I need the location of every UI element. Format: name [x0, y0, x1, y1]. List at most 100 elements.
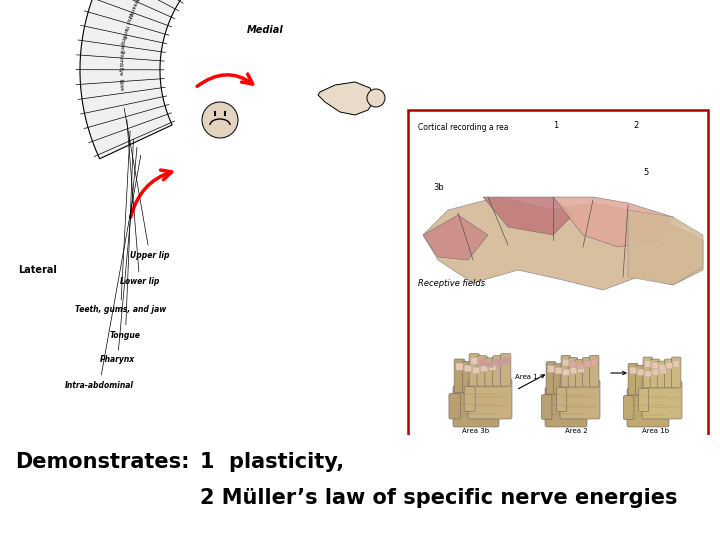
FancyBboxPatch shape [485, 358, 495, 386]
FancyBboxPatch shape [575, 360, 585, 387]
FancyBboxPatch shape [672, 357, 681, 388]
Text: Teeth, gums, and jaw: Teeth, gums, and jaw [75, 131, 166, 314]
FancyBboxPatch shape [453, 386, 499, 427]
FancyBboxPatch shape [471, 357, 477, 364]
Text: Receptive fields: Receptive fields [418, 279, 485, 287]
Text: Medial: Medial [247, 25, 284, 35]
FancyBboxPatch shape [557, 388, 567, 411]
FancyBboxPatch shape [643, 357, 652, 388]
Text: Area 1: Area 1 [515, 374, 537, 380]
FancyBboxPatch shape [584, 361, 590, 367]
FancyBboxPatch shape [577, 363, 583, 369]
FancyBboxPatch shape [492, 356, 503, 386]
Circle shape [202, 102, 238, 138]
FancyBboxPatch shape [563, 359, 569, 366]
FancyBboxPatch shape [546, 362, 556, 394]
FancyBboxPatch shape [570, 368, 577, 374]
FancyBboxPatch shape [665, 359, 674, 388]
FancyBboxPatch shape [673, 361, 679, 367]
Text: 1: 1 [553, 121, 558, 130]
FancyBboxPatch shape [541, 395, 552, 419]
FancyBboxPatch shape [464, 387, 475, 411]
FancyBboxPatch shape [630, 367, 636, 374]
Polygon shape [423, 215, 488, 260]
Polygon shape [553, 197, 673, 247]
FancyBboxPatch shape [627, 388, 669, 427]
Circle shape [367, 89, 385, 107]
FancyBboxPatch shape [454, 359, 465, 393]
Text: Eye: Eye [117, 67, 122, 76]
Text: Demonstrates:: Demonstrates: [15, 452, 189, 472]
Text: Cortical recording a rea: Cortical recording a rea [418, 124, 508, 132]
FancyBboxPatch shape [449, 394, 460, 419]
FancyBboxPatch shape [471, 363, 481, 393]
Text: 2 Müller’s law of specific nerve energies: 2 Müller’s law of specific nerve energie… [200, 488, 678, 508]
FancyBboxPatch shape [545, 387, 587, 427]
Text: Elbow: Elbow [132, 0, 144, 1]
FancyBboxPatch shape [479, 360, 485, 366]
FancyBboxPatch shape [660, 367, 666, 374]
Text: 3b: 3b [433, 183, 444, 192]
FancyBboxPatch shape [462, 361, 473, 393]
FancyBboxPatch shape [644, 371, 652, 377]
Text: Area 1b: Area 1b [642, 428, 670, 434]
FancyBboxPatch shape [582, 357, 592, 387]
Text: 2: 2 [633, 121, 638, 130]
Text: Area 3b: Area 3b [462, 428, 490, 434]
FancyBboxPatch shape [658, 363, 668, 395]
FancyBboxPatch shape [591, 359, 598, 366]
Polygon shape [483, 197, 573, 235]
FancyBboxPatch shape [481, 365, 488, 372]
Text: Forearm: Forearm [127, 0, 139, 16]
Text: Thumb: Thumb [117, 49, 124, 66]
Text: Area 2: Area 2 [564, 428, 588, 434]
FancyBboxPatch shape [570, 361, 576, 367]
FancyBboxPatch shape [577, 366, 584, 373]
FancyBboxPatch shape [487, 359, 498, 393]
Text: Intra-abdominal: Intra-abdominal [65, 155, 141, 389]
Bar [0, 435, 720, 540]
FancyBboxPatch shape [651, 366, 660, 395]
Text: 1  plasticity,: 1 plasticity, [200, 452, 344, 472]
Text: Hand: Hand [120, 24, 128, 38]
FancyBboxPatch shape [650, 359, 660, 388]
FancyBboxPatch shape [503, 357, 509, 364]
FancyBboxPatch shape [468, 379, 512, 419]
FancyBboxPatch shape [624, 395, 634, 420]
FancyBboxPatch shape [643, 368, 653, 395]
Text: Tongue: Tongue [110, 139, 141, 340]
FancyBboxPatch shape [500, 354, 511, 386]
FancyBboxPatch shape [628, 363, 638, 395]
Polygon shape [318, 82, 375, 115]
Bar [408, 110, 708, 445]
FancyBboxPatch shape [477, 356, 487, 386]
FancyBboxPatch shape [560, 380, 600, 419]
FancyBboxPatch shape [642, 381, 682, 419]
FancyBboxPatch shape [569, 364, 578, 394]
FancyBboxPatch shape [568, 357, 577, 387]
FancyBboxPatch shape [561, 366, 571, 394]
Text: Fingers: Fingers [118, 36, 126, 53]
Text: Upper lip: Upper lip [124, 108, 169, 260]
Polygon shape [80, 0, 279, 159]
FancyBboxPatch shape [554, 364, 564, 394]
Text: Lower lip: Lower lip [120, 120, 159, 287]
Text: Lateral: Lateral [18, 265, 57, 275]
FancyBboxPatch shape [639, 388, 649, 411]
FancyBboxPatch shape [469, 354, 480, 386]
FancyBboxPatch shape [659, 364, 665, 370]
FancyBboxPatch shape [456, 363, 463, 370]
FancyBboxPatch shape [576, 362, 586, 394]
Polygon shape [423, 197, 703, 290]
FancyBboxPatch shape [590, 355, 599, 387]
FancyBboxPatch shape [636, 366, 645, 395]
FancyBboxPatch shape [495, 360, 501, 366]
FancyBboxPatch shape [563, 369, 570, 375]
FancyBboxPatch shape [652, 369, 659, 375]
FancyBboxPatch shape [464, 365, 472, 372]
Text: Wrist: Wrist [124, 11, 132, 25]
FancyBboxPatch shape [561, 355, 570, 387]
FancyBboxPatch shape [637, 369, 644, 375]
FancyBboxPatch shape [652, 363, 658, 369]
Text: Pharynx: Pharynx [100, 147, 137, 364]
